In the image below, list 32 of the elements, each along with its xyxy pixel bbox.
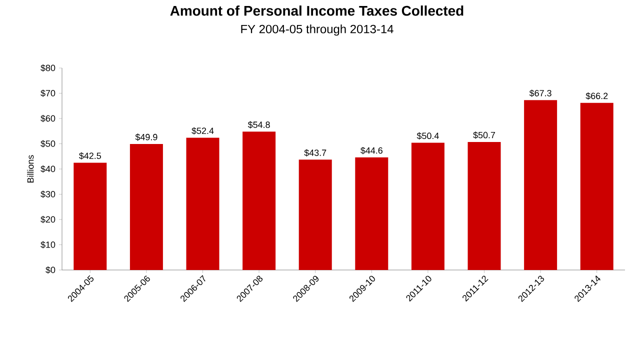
y-tick-label: $40 bbox=[40, 165, 56, 173]
bar bbox=[468, 142, 501, 270]
data-label: $44.6 bbox=[360, 146, 382, 154]
chart-title: Amount of Personal Income Taxes Collected bbox=[170, 6, 464, 16]
data-label: $66.2 bbox=[586, 92, 608, 100]
y-tick-label: $10 bbox=[40, 241, 56, 248]
data-label: $50.7 bbox=[473, 132, 496, 139]
bar bbox=[524, 100, 558, 270]
y-tick-label: $80 bbox=[40, 64, 56, 72]
bar bbox=[74, 162, 107, 270]
y-axis-title: Billions bbox=[27, 155, 34, 182]
data-label: $52.4 bbox=[192, 127, 214, 135]
y-tick-label: $70 bbox=[40, 90, 56, 97]
y-tick-label: $50 bbox=[40, 140, 56, 148]
bar bbox=[580, 102, 614, 270]
data-label: $43.7 bbox=[304, 149, 326, 156]
bar bbox=[130, 144, 163, 270]
y-tick-label: $0 bbox=[46, 266, 56, 274]
data-label: $54.8 bbox=[248, 121, 270, 128]
data-label: $50.4 bbox=[416, 132, 439, 140]
bar bbox=[242, 132, 276, 270]
y-tick-label: $60 bbox=[40, 114, 56, 122]
bar bbox=[186, 138, 220, 270]
bar bbox=[355, 157, 388, 270]
y-tick-label: $20 bbox=[40, 216, 56, 224]
data-label: $67.3 bbox=[529, 90, 552, 97]
data-label: $49.9 bbox=[135, 134, 158, 141]
bar bbox=[298, 160, 332, 270]
chart-subtitle: FY 2004-05 through 2013-14 bbox=[241, 24, 394, 36]
y-tick-label: $30 bbox=[40, 190, 56, 198]
bar bbox=[411, 142, 444, 270]
data-label: $42.5 bbox=[79, 152, 101, 160]
